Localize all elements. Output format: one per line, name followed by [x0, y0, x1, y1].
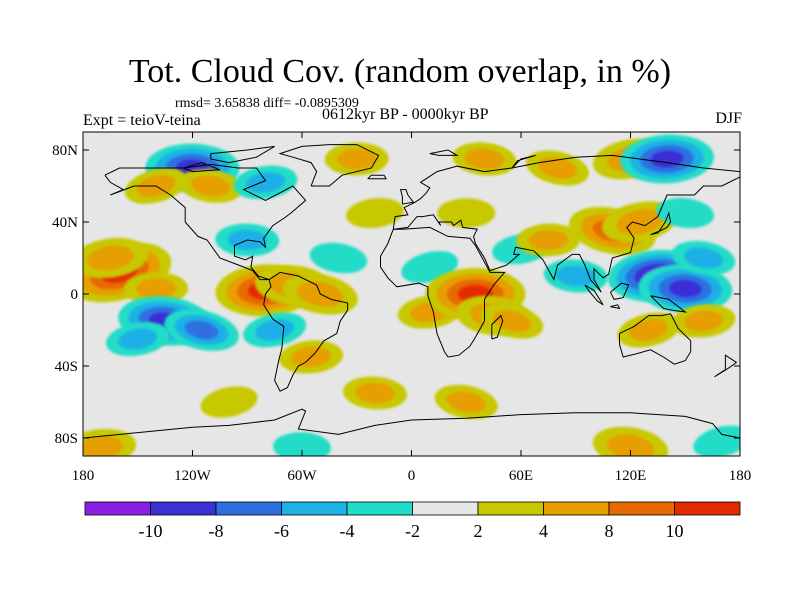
coastline — [380, 226, 506, 358]
anomaly-cell — [437, 198, 496, 228]
colorbar-label: -2 — [405, 521, 420, 541]
anomaly-cell — [480, 303, 544, 339]
colorbar-box — [477, 501, 544, 516]
anomaly-cell — [164, 309, 239, 351]
anomaly-cell — [343, 376, 407, 410]
anomaly-cell — [656, 197, 715, 229]
colorbar-label: -4 — [340, 521, 355, 541]
anomaly-cell — [592, 426, 669, 456]
x-tick-label: 0 — [408, 468, 416, 484]
season-label: DJF — [715, 110, 742, 127]
anomaly-cell — [324, 142, 389, 176]
anomaly-cell — [434, 384, 498, 420]
anomaly-cell — [617, 312, 681, 348]
colorbar-label: -10 — [139, 521, 163, 541]
anomaly-cell — [638, 264, 733, 314]
coastline — [650, 211, 672, 236]
colorbar-box — [412, 501, 479, 516]
anomaly-cell — [693, 425, 740, 456]
colorbar-box — [608, 501, 675, 516]
anomaly-cell — [124, 272, 188, 306]
coastline — [399, 189, 415, 205]
anomaly-cell — [243, 312, 307, 348]
x-tick-label: 120E — [615, 468, 647, 484]
anomaly-cell — [543, 259, 608, 293]
colorbar-box — [84, 501, 151, 516]
y-tick-label: 80S — [55, 431, 78, 447]
coastline — [714, 354, 738, 378]
colorbar-box — [150, 501, 217, 516]
stats-text: rmsd= 3.65838 diff= -0.0895309 — [175, 96, 359, 111]
anomaly-cell — [346, 197, 404, 229]
coastline — [619, 313, 692, 365]
x-tick-label: 180 — [72, 468, 95, 484]
colorbar-label: 8 — [605, 521, 614, 541]
x-tick-label: 60W — [287, 468, 317, 484]
anomaly-cell — [671, 304, 736, 338]
axis-ticks: 180 120W 60W 0 60E 120E 180 80N 40N 0 40S 80S — [52, 132, 751, 484]
coastline — [609, 282, 630, 300]
coastline — [429, 149, 459, 156]
coastline — [584, 284, 604, 306]
colorbar-label: 4 — [539, 521, 548, 541]
coastline — [278, 144, 380, 187]
coastline — [263, 271, 349, 392]
period-label: 0612kyr BP - 0000kyr BP — [322, 106, 489, 123]
colorbar-label: -8 — [209, 521, 224, 541]
anomaly-cell — [620, 134, 714, 184]
y-tick-label: 40S — [55, 359, 78, 375]
y-tick-label: 80N — [52, 143, 78, 159]
anomaly-cell — [273, 432, 331, 456]
y-tick-label: 40N — [52, 215, 78, 231]
colorbar-box — [281, 501, 348, 516]
x-tick-label: 60E — [509, 468, 533, 484]
colorbar: -10 -8 -6 -4 -2 2 4 8 10 — [84, 501, 741, 541]
anomaly-cell — [516, 223, 581, 257]
colorbar-box — [543, 501, 610, 516]
coastline — [104, 163, 307, 281]
coastlines — [83, 144, 740, 439]
coastline — [650, 295, 688, 313]
colorbar-label: 2 — [474, 521, 483, 541]
coastline — [367, 174, 387, 180]
coastline — [491, 314, 504, 340]
colorbar-box — [215, 501, 282, 516]
anomaly-cell — [200, 386, 258, 418]
colorbar-label: -6 — [274, 521, 289, 541]
experiment-label: Expt = teioV-teina — [83, 112, 201, 129]
y-tick-label: 0 — [71, 287, 79, 303]
plot-title: Tot. Cloud Cov. (random overlap, in %) — [128, 53, 672, 90]
colorbar-box — [346, 501, 413, 516]
coastline — [83, 408, 740, 439]
coastline — [610, 304, 621, 310]
anomaly-cell — [106, 321, 170, 357]
colorbar-label: 10 — [666, 521, 684, 541]
anomaly-cell — [309, 242, 368, 274]
anomaly-cell — [233, 165, 298, 200]
anomaly-cell — [526, 150, 589, 186]
x-tick-label: 180 — [729, 468, 752, 484]
anomaly-cell — [83, 237, 149, 279]
coastline — [210, 145, 275, 164]
anomaly-cell — [452, 142, 517, 176]
coastline — [511, 154, 536, 169]
colorbar-box — [674, 501, 741, 516]
coastline — [392, 154, 740, 293]
x-tick-label: 120W — [174, 468, 212, 484]
coastline — [183, 162, 221, 173]
anomaly-cell — [671, 240, 736, 276]
anomaly-cell — [178, 169, 243, 203]
